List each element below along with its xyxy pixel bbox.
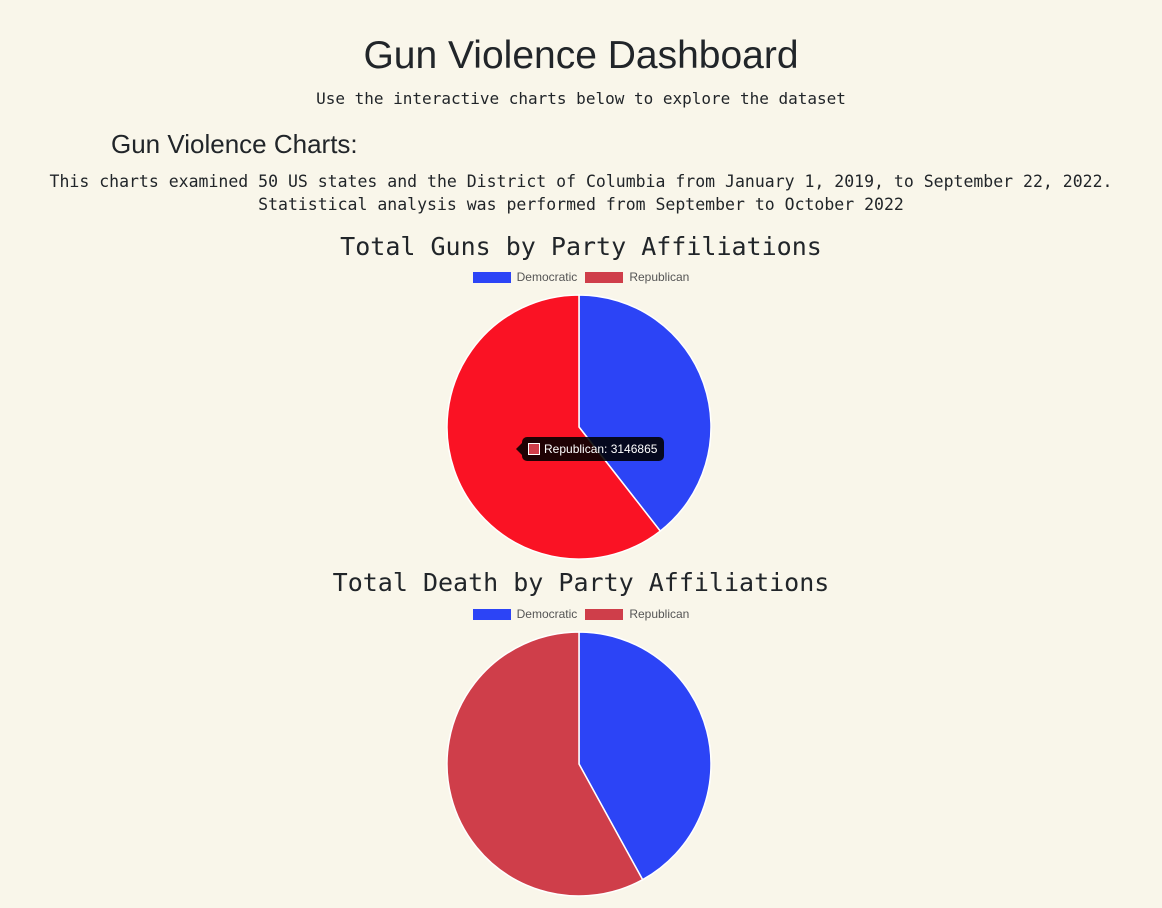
section-heading: Gun Violence Charts: xyxy=(111,129,358,159)
legend-swatch-democratic xyxy=(472,271,511,283)
pie-chart-guns[interactable] xyxy=(444,292,714,562)
legend-item-republican[interactable]: Republican xyxy=(585,607,689,621)
chart-title-guns: Total Guns by Party Affiliations xyxy=(340,232,822,261)
chart-tooltip: Republican: 3146865 xyxy=(515,437,665,461)
pie-slice-democratic[interactable] xyxy=(578,631,712,881)
pie-chart-deaths[interactable] xyxy=(444,629,714,899)
legend-label-democratic: Democratic xyxy=(516,607,578,621)
pie-slice-republican[interactable] xyxy=(446,631,644,897)
legend-item-democratic[interactable]: Democratic xyxy=(472,270,578,284)
pie-slice-democratic[interactable] xyxy=(578,294,712,533)
legend-label-republican: Republican xyxy=(629,270,690,284)
legend-swatch-democratic xyxy=(472,608,511,620)
page-subtitle: Use the interactive charts below to expl… xyxy=(316,89,846,108)
tooltip-swatch xyxy=(528,443,540,455)
pie-slice-republican[interactable] xyxy=(446,294,662,560)
legend-label-republican: Republican xyxy=(629,607,690,621)
section-description: This charts examined 50 US states and th… xyxy=(49,172,1113,214)
chart-title-deaths: Total Death by Party Affiliations xyxy=(332,568,830,597)
legend-swatch-republican xyxy=(585,608,624,620)
legend-item-democratic[interactable]: Democratic xyxy=(472,607,578,621)
legend-swatch-republican xyxy=(585,271,624,283)
tooltip-label: Republican: 3146865 xyxy=(544,442,658,456)
page-title: Gun Violence Dashboard xyxy=(363,34,799,77)
legend-label-democratic: Democratic xyxy=(516,270,578,284)
legend-item-republican[interactable]: Republican xyxy=(585,270,689,284)
legend-deaths: Democratic Republican xyxy=(0,607,1162,621)
legend-guns: Democratic Republican xyxy=(0,270,1162,284)
